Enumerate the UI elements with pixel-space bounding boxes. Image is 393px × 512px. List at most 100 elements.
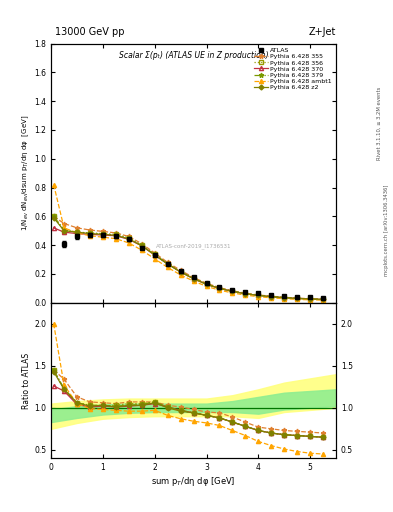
Pythia 6.428 z2 bbox=[204, 281, 209, 287]
Pythia 6.428 370 bbox=[152, 252, 157, 258]
Y-axis label: Ratio to ATLAS: Ratio to ATLAS bbox=[22, 352, 31, 409]
Legend: ATLAS, Pythia 6.428 355, Pythia 6.428 356, Pythia 6.428 370, Pythia 6.428 379, P: ATLAS, Pythia 6.428 355, Pythia 6.428 35… bbox=[253, 47, 333, 91]
Pythia 6.428 379 bbox=[230, 288, 235, 294]
Pythia 6.428 ambt1 bbox=[256, 293, 261, 300]
Pythia 6.428 379 bbox=[204, 281, 209, 287]
Pythia 6.428 355 bbox=[308, 295, 312, 302]
Pythia 6.428 ambt1 bbox=[75, 230, 79, 236]
Pythia 6.428 379 bbox=[62, 227, 66, 233]
Pythia 6.428 356 bbox=[256, 292, 261, 298]
Pythia 6.428 370 bbox=[295, 295, 299, 302]
Pythia 6.428 ambt1 bbox=[101, 234, 105, 240]
Pythia 6.428 356 bbox=[114, 231, 118, 238]
Pythia 6.428 355 bbox=[204, 280, 209, 286]
Pythia 6.428 356 bbox=[140, 242, 144, 248]
Pythia 6.428 z2 bbox=[217, 285, 222, 291]
Pythia 6.428 356 bbox=[295, 295, 299, 302]
Pythia 6.428 355 bbox=[191, 274, 196, 281]
Pythia 6.428 356 bbox=[165, 261, 170, 267]
Pythia 6.428 ambt1 bbox=[191, 278, 196, 284]
Pythia 6.428 379 bbox=[191, 275, 196, 282]
Pythia 6.428 356 bbox=[204, 281, 209, 287]
Line: Pythia 6.428 356: Pythia 6.428 356 bbox=[52, 215, 325, 301]
Pythia 6.428 z2 bbox=[75, 229, 79, 235]
Pythia 6.428 379 bbox=[217, 285, 222, 291]
Pythia 6.428 ambt1 bbox=[321, 297, 325, 303]
Text: 13000 GeV pp: 13000 GeV pp bbox=[55, 27, 125, 37]
Pythia 6.428 379 bbox=[256, 292, 261, 298]
Pythia 6.428 379 bbox=[51, 213, 56, 219]
Pythia 6.428 356 bbox=[269, 293, 274, 300]
Pythia 6.428 ambt1 bbox=[204, 283, 209, 289]
Pythia 6.428 370 bbox=[101, 232, 105, 238]
Pythia 6.428 370 bbox=[114, 232, 118, 239]
Pythia 6.428 379 bbox=[88, 230, 92, 236]
Pythia 6.428 379 bbox=[243, 291, 248, 297]
Pythia 6.428 ambt1 bbox=[243, 292, 248, 298]
Pythia 6.428 355 bbox=[256, 292, 261, 298]
Pythia 6.428 355 bbox=[114, 230, 118, 236]
Pythia 6.428 370 bbox=[282, 294, 286, 301]
Pythia 6.428 355 bbox=[62, 221, 66, 227]
Pythia 6.428 379 bbox=[282, 294, 286, 301]
Pythia 6.428 355 bbox=[321, 296, 325, 302]
Pythia 6.428 379 bbox=[75, 229, 79, 235]
Pythia 6.428 356 bbox=[62, 228, 66, 234]
Pythia 6.428 z2 bbox=[269, 293, 274, 300]
Pythia 6.428 ambt1 bbox=[88, 232, 92, 239]
Pythia 6.428 z2 bbox=[230, 288, 235, 294]
Pythia 6.428 356 bbox=[243, 291, 248, 297]
Pythia 6.428 370 bbox=[88, 231, 92, 238]
Pythia 6.428 355 bbox=[140, 241, 144, 247]
Pythia 6.428 z2 bbox=[321, 296, 325, 303]
Pythia 6.428 370 bbox=[256, 292, 261, 298]
Pythia 6.428 z2 bbox=[88, 230, 92, 237]
X-axis label: sum p$_T$/dη dφ [GeV]: sum p$_T$/dη dφ [GeV] bbox=[151, 475, 236, 488]
Text: mcplots.cern.ch [arXiv:1306.3436]: mcplots.cern.ch [arXiv:1306.3436] bbox=[384, 185, 389, 276]
Pythia 6.428 379 bbox=[308, 296, 312, 302]
Pythia 6.428 ambt1 bbox=[178, 272, 183, 278]
Pythia 6.428 z2 bbox=[51, 215, 56, 221]
Pythia 6.428 355 bbox=[295, 295, 299, 301]
Pythia 6.428 ambt1 bbox=[217, 287, 222, 293]
Pythia 6.428 356 bbox=[282, 294, 286, 301]
Pythia 6.428 379 bbox=[269, 293, 274, 300]
Pythia 6.428 ambt1 bbox=[127, 240, 131, 246]
Pythia 6.428 370 bbox=[204, 281, 209, 287]
Line: Pythia 6.428 379: Pythia 6.428 379 bbox=[51, 214, 325, 302]
Pythia 6.428 379 bbox=[114, 232, 118, 238]
Pythia 6.428 355 bbox=[165, 259, 170, 265]
Pythia 6.428 355 bbox=[230, 288, 235, 294]
Y-axis label: 1/N$_{ev}$ dN$_{ev}$/dsum p$_T$/dη dφ  [GeV]: 1/N$_{ev}$ dN$_{ev}$/dsum p$_T$/dη dφ [G… bbox=[21, 115, 31, 231]
Pythia 6.428 370 bbox=[165, 261, 170, 267]
Pythia 6.428 355 bbox=[75, 225, 79, 231]
Pythia 6.428 ambt1 bbox=[62, 225, 66, 231]
Pythia 6.428 z2 bbox=[114, 232, 118, 239]
Pythia 6.428 355 bbox=[152, 250, 157, 256]
Pythia 6.428 370 bbox=[140, 243, 144, 249]
Pythia 6.428 355 bbox=[127, 233, 131, 240]
Pythia 6.428 370 bbox=[62, 229, 66, 235]
Text: ATLAS-conf-2019_I1736531: ATLAS-conf-2019_I1736531 bbox=[156, 243, 231, 248]
Pythia 6.428 ambt1 bbox=[269, 295, 274, 301]
Pythia 6.428 ambt1 bbox=[140, 247, 144, 253]
Pythia 6.428 355 bbox=[282, 294, 286, 301]
Pythia 6.428 z2 bbox=[256, 292, 261, 298]
Pythia 6.428 356 bbox=[75, 229, 79, 235]
Pythia 6.428 356 bbox=[101, 230, 105, 237]
Line: Pythia 6.428 355: Pythia 6.428 355 bbox=[51, 214, 325, 302]
Pythia 6.428 z2 bbox=[152, 252, 157, 258]
Pythia 6.428 ambt1 bbox=[230, 290, 235, 296]
Line: Pythia 6.428 z2: Pythia 6.428 z2 bbox=[52, 216, 325, 301]
Pythia 6.428 356 bbox=[308, 296, 312, 302]
Pythia 6.428 356 bbox=[230, 288, 235, 294]
Pythia 6.428 370 bbox=[51, 225, 56, 231]
Pythia 6.428 355 bbox=[269, 293, 274, 300]
Pythia 6.428 370 bbox=[178, 269, 183, 275]
Pythia 6.428 z2 bbox=[140, 243, 144, 249]
Pythia 6.428 ambt1 bbox=[165, 264, 170, 270]
Pythia 6.428 ambt1 bbox=[152, 255, 157, 262]
Pythia 6.428 z2 bbox=[165, 261, 170, 267]
Pythia 6.428 370 bbox=[217, 285, 222, 291]
Pythia 6.428 z2 bbox=[282, 294, 286, 301]
